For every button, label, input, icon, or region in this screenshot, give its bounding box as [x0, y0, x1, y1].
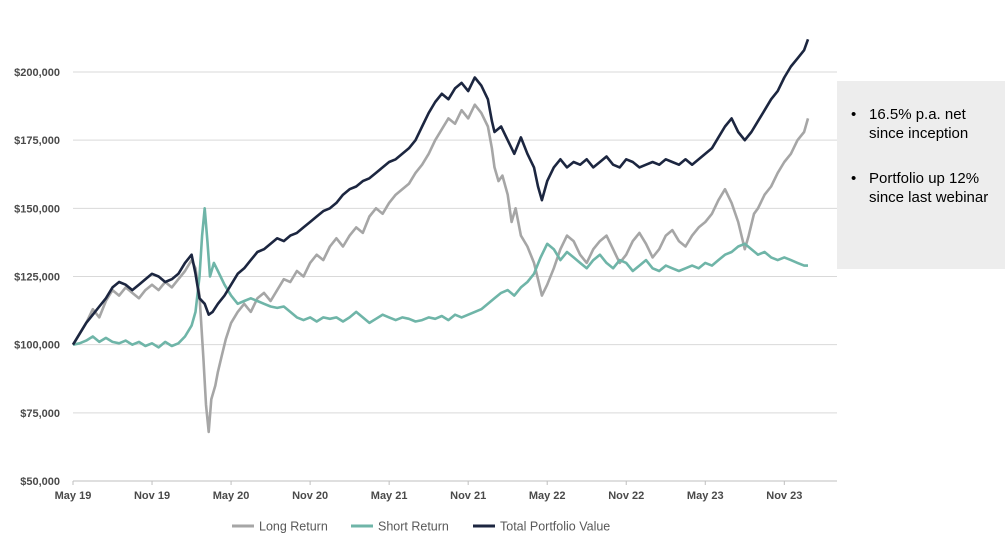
x-tick-label: Nov 23	[766, 490, 802, 502]
x-tick-label: May 21	[371, 490, 408, 502]
x-tick-label: Nov 19	[134, 490, 170, 502]
series-lines	[71, 38, 810, 434]
axes: $50,000 $75,000 $100,000 $125,000 $150,000 $1…	[14, 67, 837, 502]
x-tick-label: May 22	[529, 490, 566, 502]
x-tick-label: Nov 21	[450, 490, 486, 502]
y-tick-label: $50,000	[20, 476, 60, 488]
summary-callout: 16.5% p.a. net since inception Portfolio…	[837, 81, 1005, 269]
x-tick-label: May 23	[687, 490, 724, 502]
x-tick-label: May 20	[213, 490, 250, 502]
y-tick-label: $175,000	[14, 135, 60, 147]
y-tick-label: $75,000	[20, 408, 60, 420]
y-tick-label: $150,000	[14, 203, 60, 215]
x-tick-label: May 19	[55, 490, 92, 502]
callout-bullet: 16.5% p.a. net since inception	[849, 105, 995, 143]
callout-bullet: Portfolio up 12% since last webinar	[849, 169, 995, 207]
legend-label: Total Portfolio Value	[500, 520, 610, 534]
x-tick-label: Nov 20	[292, 490, 328, 502]
y-tick-label: $125,000	[14, 272, 60, 284]
series-line-long-return	[71, 103, 810, 434]
legend-label: Short Return	[378, 520, 449, 534]
legend-label: Long Return	[259, 520, 328, 534]
x-tick-label: Nov 22	[608, 490, 644, 502]
legend: Long Return Short Return Total Portfolio V…	[232, 520, 610, 534]
series-line-total-portfolio-value	[71, 38, 810, 346]
series-line-short-return	[72, 207, 808, 349]
y-tick-label: $200,000	[14, 67, 60, 79]
y-tick-label: $100,000	[14, 340, 60, 352]
